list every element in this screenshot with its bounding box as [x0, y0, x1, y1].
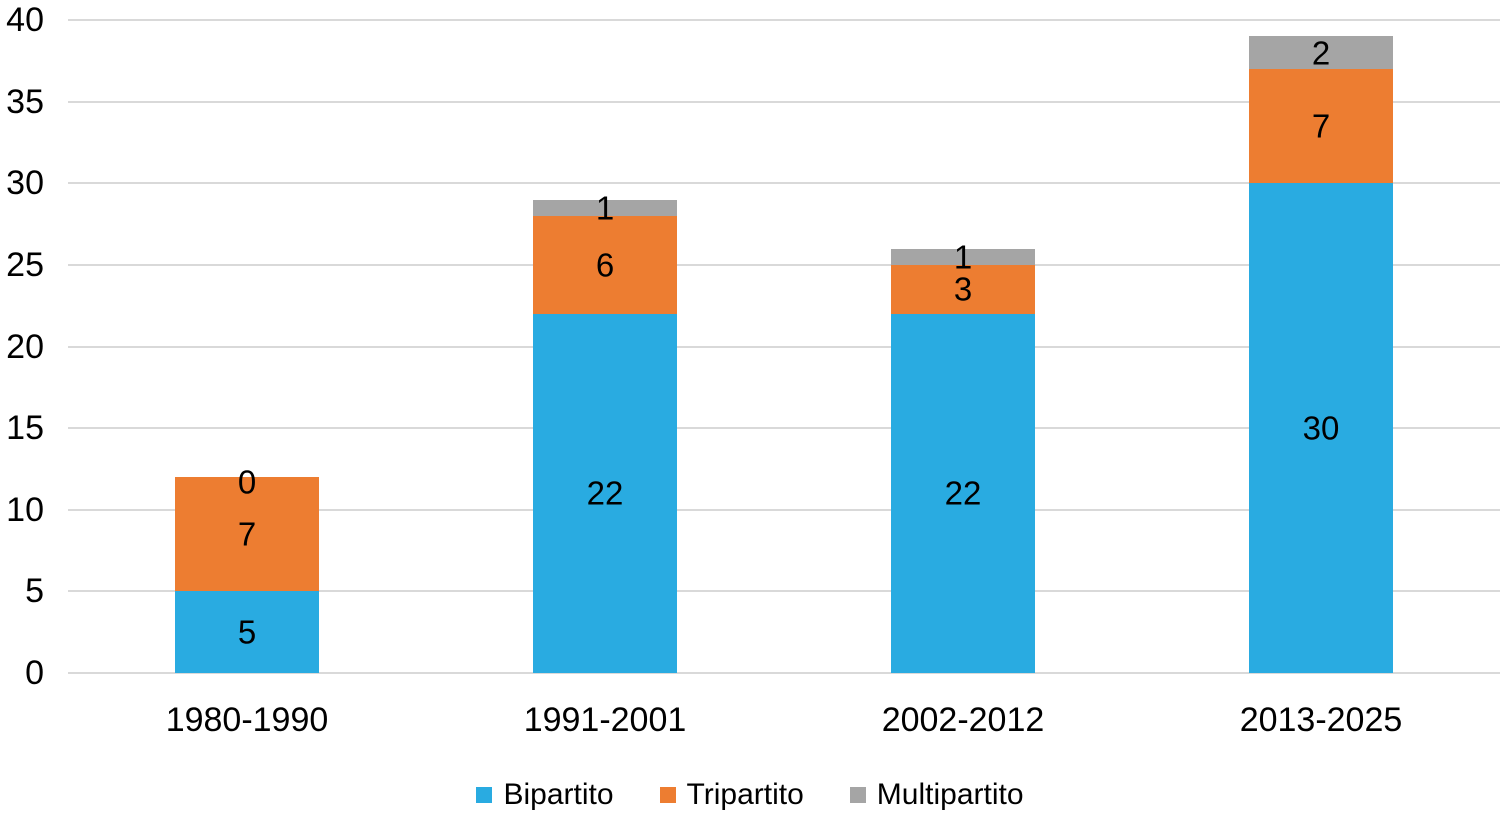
x-axis-line [68, 672, 1500, 674]
x-tick-label: 2002-2012 [881, 701, 1045, 739]
bar-segment-multipartito [891, 248, 1035, 265]
legend-item-multipartito: Multipartito [849, 778, 1024, 812]
gridline [68, 427, 1500, 430]
data-label-multipartito: 0 [237, 463, 257, 501]
bar-segment-bipartito [1249, 183, 1393, 673]
legend-label: Multipartito [876, 778, 1024, 811]
legend-item-tripartito: Tripartito [659, 778, 804, 812]
bar-segment-bipartito [175, 591, 319, 673]
y-tick-label: 40 [6, 1, 44, 39]
legend-label: Bipartito [503, 778, 614, 811]
gridline [68, 508, 1500, 511]
data-label-bipartito: 22 [586, 474, 624, 512]
bar-segment-tripartito [1249, 68, 1393, 184]
y-tick-label: 30 [6, 164, 44, 203]
data-label-tripartito: 7 [237, 515, 257, 553]
legend: Bipartito Tripartito Multipartito [0, 773, 1500, 817]
y-tick-label: 0 [25, 654, 44, 692]
gridline [68, 100, 1500, 103]
gridline [68, 182, 1500, 185]
y-tick-label: 10 [6, 490, 44, 529]
legend-label: Tripartito [686, 778, 804, 811]
bar-segment-tripartito [891, 264, 1035, 314]
gridline [68, 19, 1500, 21]
data-label-multipartito: 1 [595, 189, 615, 227]
data-label-tripartito: 7 [1311, 107, 1331, 145]
y-tick-label: 25 [6, 245, 44, 284]
y-tick-label: 35 [6, 82, 44, 121]
x-tick-label: 1980-1990 [165, 701, 329, 739]
legend-swatch-icon [659, 787, 676, 803]
bar-segment-tripartito [533, 215, 677, 314]
data-label-bipartito: 22 [944, 474, 982, 512]
gridline [68, 345, 1500, 348]
y-tick-label: 15 [6, 409, 44, 448]
gridline [68, 263, 1500, 266]
bar-segment-bipartito [533, 313, 677, 673]
y-tick-label: 5 [25, 572, 44, 611]
data-label-tripartito: 6 [595, 246, 615, 284]
x-tick-label: 1991-2001 [523, 701, 687, 739]
data-label-bipartito: 30 [1302, 409, 1340, 447]
gridline [68, 590, 1500, 593]
legend-item-bipartito: Bipartito [476, 778, 614, 812]
bar-segment-multipartito [1249, 36, 1393, 69]
y-tick-label: 20 [6, 327, 44, 366]
data-label-bipartito: 5 [237, 613, 257, 651]
bar-segment-tripartito [175, 477, 319, 592]
bar-segment-bipartito [891, 313, 1035, 673]
x-tick-label: 2013-2025 [1239, 701, 1403, 739]
legend-swatch-icon [476, 787, 493, 803]
data-label-multipartito: 2 [1311, 34, 1331, 72]
data-label-tripartito: 3 [953, 270, 973, 308]
bar-segment-multipartito [533, 199, 677, 216]
legend-swatch-icon [849, 787, 866, 803]
data-label-multipartito: 1 [953, 238, 973, 276]
